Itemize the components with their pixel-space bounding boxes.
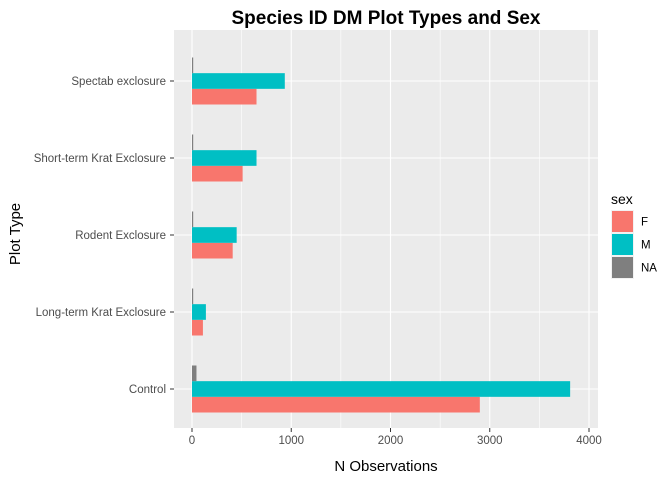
bar-f-long-term-krat-exclosure (192, 319, 203, 336)
bars (192, 57, 571, 413)
y-tick-label: Rodent Exclosure (75, 230, 166, 242)
bar-m-short-term-krat-exclosure (192, 150, 257, 166)
bar-f-rodent-exclosure (192, 242, 233, 259)
legend-label-na: NA (641, 263, 657, 275)
bar-f-spectab-exclosure (192, 88, 257, 105)
y-tick-label: Spectab exclosure (71, 76, 166, 88)
x-axis-title: N Observations (334, 458, 437, 475)
y-tick-label: Long-term Krat Exclosure (36, 307, 166, 319)
legend-swatch-m (612, 234, 633, 255)
legend-swatch-na (612, 257, 633, 278)
bar-m-rodent-exclosure (192, 227, 237, 243)
bar-na-rodent-exclosure (192, 211, 194, 228)
bar-na-spectab-exclosure (192, 57, 194, 74)
chart-title: Species ID DM Plot Types and Sex (231, 8, 540, 29)
legend-label-f: F (641, 217, 648, 229)
x-axis-ticks: 0 1000 2000 3000 4000 (189, 428, 602, 447)
y-tick-label: Control (129, 384, 166, 396)
bar-m-spectab-exclosure (192, 73, 285, 89)
legend-swatch-f (612, 211, 633, 232)
bar-f-short-term-krat-exclosure (192, 165, 243, 182)
x-tick-label: 1000 (278, 435, 304, 447)
x-tick-label: 0 (189, 435, 195, 447)
x-tick-label: 2000 (378, 435, 404, 447)
legend: sex FM NA (611, 191, 657, 279)
y-axis-ticks: Spectab exclosure Short-term Krat Exclosu… (34, 76, 174, 396)
bar-m-long-term-krat-exclosure (192, 304, 206, 320)
bar-na-control (192, 365, 197, 382)
legend-items: FM NA (611, 210, 657, 279)
bar-na-short-term-krat-exclosure (192, 134, 194, 151)
x-tick-label: 4000 (576, 435, 602, 447)
y-axis-title: Plot Type (7, 203, 24, 265)
bar-f-control (192, 396, 480, 413)
y-tick-label: Short-term Krat Exclosure (34, 153, 166, 165)
bar-m-control (192, 381, 571, 397)
legend-label-m: M (641, 240, 651, 252)
bar-na-long-term-krat-exclosure (192, 288, 194, 305)
legend-title: sex (611, 191, 633, 207)
x-tick-label: 3000 (477, 435, 503, 447)
